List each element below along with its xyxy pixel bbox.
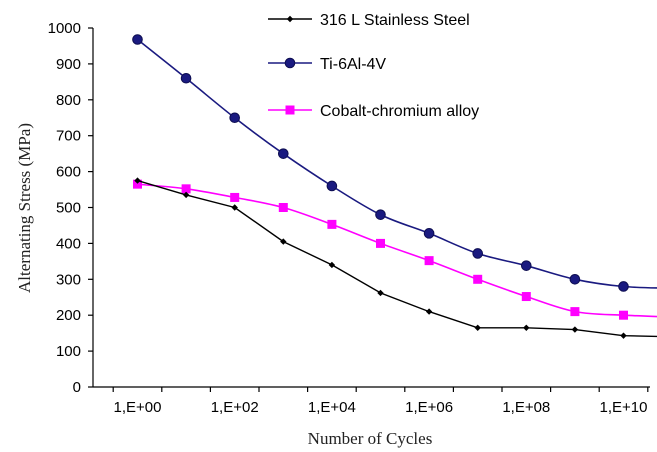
- y-tick-label: 900: [56, 56, 81, 73]
- data-point-cobalt-chromium-alloy: [133, 179, 142, 189]
- x-tick-label: 1,E+04: [308, 399, 356, 416]
- data-point-316-l-stainless-steel: [620, 332, 627, 339]
- data-point-cobalt-chromium-alloy: [181, 184, 191, 194]
- data-point-cobalt-chromium-alloy: [327, 219, 337, 229]
- data-point-ti-6al-4v: [326, 180, 338, 192]
- data-point-ti-6al-4v: [229, 112, 240, 124]
- y-tick-label: 0: [73, 379, 81, 396]
- data-point-316-l-stainless-steel: [571, 326, 579, 333]
- data-point-316-l-stainless-steel: [231, 204, 238, 211]
- data-point-316-l-stainless-steel: [328, 261, 336, 269]
- series-layer: [132, 34, 657, 339]
- x-ticks: 1,E+00 1,E+02 1,E+04 1,E+06 1,E+08 1,E+10: [112, 387, 649, 416]
- legend-marker: [284, 57, 296, 69]
- y-tick-label: 600: [56, 164, 81, 181]
- x-tick-label: 1,E+08: [502, 399, 550, 416]
- data-point-ti-6al-4v: [375, 209, 386, 220]
- x-axis-title: Number of Cycles: [308, 429, 433, 448]
- data-point-316-l-stainless-steel: [523, 324, 530, 331]
- x-tick-label: 1,E+10: [600, 399, 648, 416]
- y-tick-label: 700: [56, 128, 81, 145]
- y-tick-label: 400: [56, 235, 81, 252]
- legend-item-316-l-stainless-steel: 316 L Stainless Steel: [268, 12, 470, 29]
- data-point-316-l-stainless-steel: [425, 308, 433, 315]
- y-ticks: 0 100 200 300 400 500 600 700 800 900 1000: [48, 20, 93, 396]
- data-point-ti-6al-4v: [278, 148, 289, 159]
- x-tick-label: 1,E+06: [405, 399, 453, 416]
- data-point-ti-6al-4v: [132, 34, 143, 45]
- data-point-ti-6al-4v: [618, 281, 629, 292]
- data-point-cobalt-chromium-alloy: [521, 292, 531, 302]
- legend-label: Cobalt-chromium alloy: [320, 103, 479, 120]
- data-point-316-l-stainless-steel: [182, 191, 190, 199]
- data-point-ti-6al-4v: [569, 274, 581, 285]
- series-316-l-stainless-steel: [134, 177, 657, 339]
- y-tick-label: 500: [56, 200, 81, 217]
- data-point-ti-6al-4v: [423, 228, 435, 239]
- legend-marker: [285, 105, 295, 115]
- series-line-316-l-stainless-steel: [137, 179, 657, 338]
- axes: [92, 28, 650, 388]
- data-point-316-l-stainless-steel: [134, 177, 141, 184]
- data-point-cobalt-chromium-alloy: [278, 203, 288, 212]
- data-point-cobalt-chromium-alloy: [376, 238, 385, 248]
- series-cobalt-chromium-alloy: [133, 179, 657, 320]
- y-tick-label: 300: [56, 271, 81, 288]
- y-tick-label: 200: [56, 307, 81, 324]
- data-point-cobalt-chromium-alloy: [424, 256, 434, 266]
- legend-item-ti-6al-4v: Ti-6Al-4V: [268, 56, 386, 73]
- data-point-cobalt-chromium-alloy: [570, 307, 580, 317]
- x-tick-label: 1,E+02: [211, 399, 259, 416]
- data-point-316-l-stainless-steel: [377, 289, 384, 297]
- legend-label: 316 L Stainless Steel: [320, 12, 470, 29]
- legend-label: Ti-6Al-4V: [320, 56, 386, 73]
- legend-marker: [286, 15, 294, 23]
- y-axis-title: Alternating Stress (MPa): [15, 123, 34, 293]
- series-line-cobalt-chromium-alloy: [137, 183, 657, 318]
- series-ti-6al-4v: [132, 34, 657, 292]
- data-point-316-l-stainless-steel: [280, 238, 287, 245]
- data-point-ti-6al-4v: [472, 248, 484, 259]
- data-point-ti-6al-4v: [521, 260, 532, 271]
- data-point-cobalt-chromium-alloy: [619, 310, 628, 320]
- data-point-316-l-stainless-steel: [474, 324, 481, 331]
- data-point-cobalt-chromium-alloy: [230, 192, 240, 202]
- y-tick-label: 800: [56, 92, 81, 109]
- series-line-ti-6al-4v: [137, 38, 657, 289]
- data-point-ti-6al-4v: [180, 72, 192, 84]
- legend-item-cobalt-chromium-alloy: Cobalt-chromium alloy: [268, 103, 479, 120]
- data-point-cobalt-chromium-alloy: [473, 274, 483, 284]
- legend: 316 L Stainless Steel Ti-6Al-4V Cobalt-chr…: [268, 12, 479, 120]
- x-tick-label: 1,E+00: [114, 399, 162, 416]
- y-tick-label: 100: [56, 343, 81, 360]
- y-tick-label: 1000: [48, 20, 81, 37]
